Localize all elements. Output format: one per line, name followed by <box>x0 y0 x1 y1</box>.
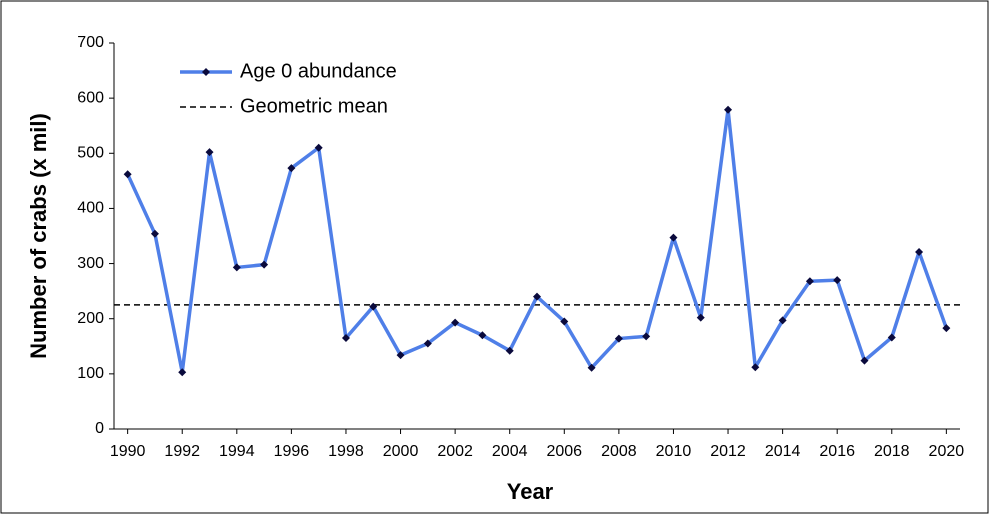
data-point <box>369 302 378 311</box>
data-point <box>123 170 132 179</box>
x-tick-label: 1996 <box>274 443 310 460</box>
x-tick-label: 2014 <box>765 443 801 460</box>
x-tick-label: 1990 <box>110 443 146 460</box>
y-axis-title: Number of crabs (x mil) <box>26 113 51 359</box>
data-line <box>126 107 949 374</box>
y-tick-label: 300 <box>77 255 104 272</box>
data-point <box>860 356 869 365</box>
data-point <box>614 334 623 343</box>
data-point <box>696 313 705 322</box>
data-point <box>642 332 651 341</box>
data-point <box>287 164 296 173</box>
data-point <box>805 277 814 286</box>
data-point <box>314 143 323 152</box>
y-tick-label: 400 <box>77 200 104 217</box>
x-tick-label: 2020 <box>929 443 965 460</box>
data-point <box>587 363 596 372</box>
x-tick-label: 1994 <box>219 443 255 460</box>
data-point <box>669 233 678 242</box>
data-point <box>341 334 350 343</box>
data-point <box>724 105 733 114</box>
x-tick-label: 2012 <box>710 443 746 460</box>
x-tick-label: 2016 <box>819 443 855 460</box>
data-point <box>451 318 460 327</box>
y-tick-label: 200 <box>77 310 104 327</box>
data-point <box>423 339 432 348</box>
data-point <box>150 229 159 238</box>
x-tick-label: 2004 <box>492 443 528 460</box>
data-point <box>833 276 842 285</box>
x-axis-title: Year <box>507 479 554 504</box>
x-tick-label: 1992 <box>164 443 200 460</box>
data-point <box>778 316 787 325</box>
data-point <box>478 331 487 340</box>
y-tick-label: 500 <box>77 145 104 162</box>
legend-label: Age 0 abundance <box>240 60 397 82</box>
data-point <box>178 368 187 377</box>
x-tick-label: 2002 <box>437 443 473 460</box>
data-point <box>505 346 514 355</box>
x-tick-label: 2008 <box>601 443 637 460</box>
data-point <box>232 263 241 272</box>
legend-marker <box>202 68 210 76</box>
y-tick-label: 600 <box>77 89 104 106</box>
x-tick-label: 2006 <box>546 443 582 460</box>
x-tick-label: 2010 <box>656 443 692 460</box>
data-point <box>533 292 541 301</box>
x-tick-label: 1998 <box>328 443 364 460</box>
data-point <box>260 260 269 269</box>
legend-label: Geometric mean <box>240 95 388 117</box>
x-tick-label: 2018 <box>874 443 910 460</box>
data-point <box>942 324 951 333</box>
y-tick-label: 100 <box>77 365 104 382</box>
x-tick-label: 2000 <box>383 443 419 460</box>
data-point <box>887 333 896 342</box>
data-point <box>396 351 405 360</box>
data-point <box>915 247 924 256</box>
data-point <box>560 317 569 326</box>
y-tick-label: 700 <box>77 34 104 51</box>
data-point <box>751 363 760 372</box>
y-tick-label: 0 <box>95 420 104 437</box>
data-point <box>205 148 214 157</box>
